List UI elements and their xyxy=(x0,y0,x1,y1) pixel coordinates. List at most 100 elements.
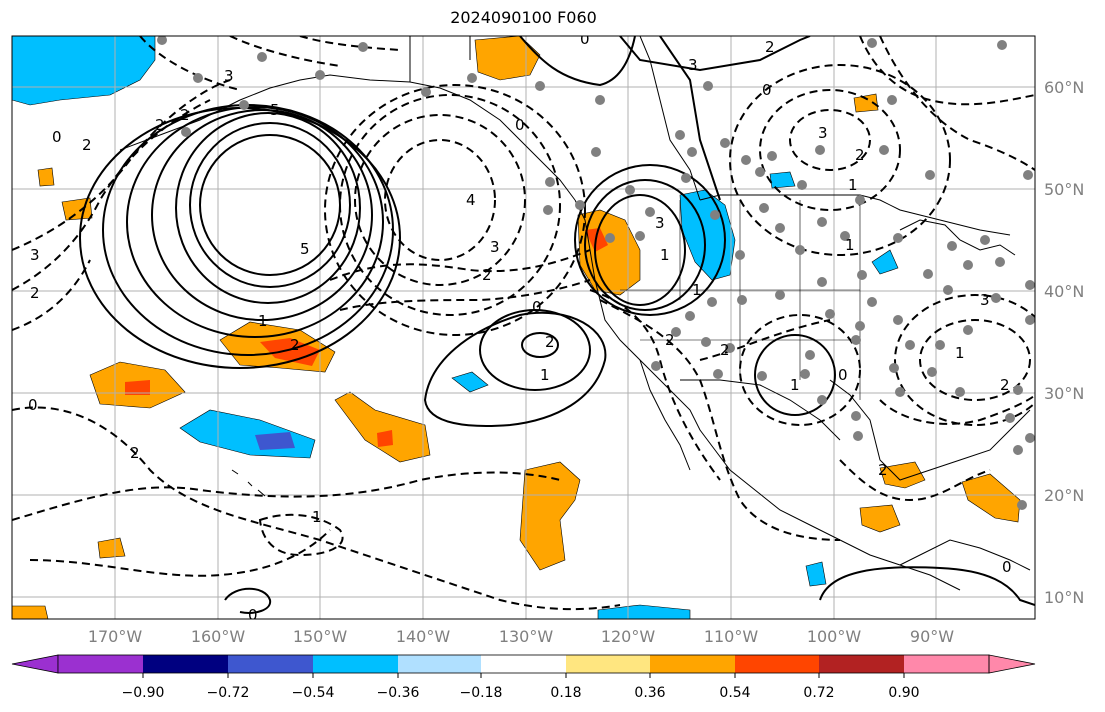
contour-label: 1 xyxy=(258,312,268,330)
contour-label: 1 xyxy=(692,281,702,299)
contour-west-pacific-3 xyxy=(12,259,91,331)
contour-north-dashed-3 xyxy=(299,36,401,51)
contour-label: 2 xyxy=(545,333,555,351)
contour-canada-east xyxy=(859,36,1035,106)
contour-label: 1 xyxy=(312,508,322,526)
orange-field-baja-west xyxy=(519,461,581,571)
state-lines xyxy=(620,200,861,400)
contour-label: 1 xyxy=(790,376,800,394)
contour-label: 2 xyxy=(130,444,140,462)
red-field-hawaii-north xyxy=(125,380,150,395)
colorbar-segment xyxy=(819,655,904,673)
station-markers xyxy=(157,36,1035,510)
contour-north-dashed-2 xyxy=(229,36,341,67)
contour-low-gulf xyxy=(384,139,496,261)
contour-label: 0 xyxy=(1002,558,1012,576)
contour-label: 4 xyxy=(466,191,476,209)
lon-tick-label: 140°W xyxy=(396,627,451,646)
contour-high-5 xyxy=(126,106,384,338)
contour-label: 5 xyxy=(270,101,280,119)
contour-high-2 xyxy=(189,122,351,288)
contour-west-pacific-5 xyxy=(12,471,561,521)
colorbar-segment xyxy=(313,655,398,673)
orange-field-canada xyxy=(853,93,879,113)
great-lakes xyxy=(899,219,1016,256)
contour-label: 2 xyxy=(855,146,865,164)
contour-south xyxy=(819,566,1035,606)
contour-label: 1 xyxy=(845,236,855,254)
contour-label: 2 xyxy=(482,266,492,284)
orange-field-gulf xyxy=(879,461,926,489)
colorbar-segment xyxy=(566,655,650,673)
contour-label: 3 xyxy=(655,214,665,232)
latitude-labels: 60°N 50°N 40°N 30°N 20°N 10°N xyxy=(1044,78,1084,607)
contour-central-1 xyxy=(258,513,344,557)
contour-west-1 xyxy=(594,194,686,306)
lon-tick-label: 100°W xyxy=(807,627,862,646)
baja-peninsula xyxy=(639,359,691,471)
contour-label: 2 xyxy=(720,341,730,359)
colorbar-segment xyxy=(228,655,313,673)
orange-field-caribbean xyxy=(961,473,1021,523)
us-mexico-border xyxy=(680,379,841,441)
contour-low-gulf-2 xyxy=(354,114,526,286)
contour-label: 2 xyxy=(765,38,775,56)
lon-tick-label: 120°W xyxy=(601,627,656,646)
contour-label: 3 xyxy=(224,67,234,85)
orange-field-aleutian-2 xyxy=(61,197,93,221)
contour-label: 1 xyxy=(955,344,965,362)
lat-tick-label: 30°N xyxy=(1044,384,1084,403)
contour-se-2 xyxy=(699,319,831,361)
contour-north-west xyxy=(519,36,636,87)
colorbar-tick-label: 0.54 xyxy=(719,685,750,701)
colorbar-segment xyxy=(143,655,228,673)
colorbar-segment xyxy=(58,655,143,673)
colorbar-tick-label: 0.72 xyxy=(803,685,834,701)
red-field-subtropical xyxy=(377,430,393,447)
map-title: 2024090100 F060 xyxy=(450,8,597,27)
contour-low-texas xyxy=(739,314,861,426)
colorbar-tick-label: 0.36 xyxy=(634,685,665,701)
contour-label: 1 xyxy=(540,366,550,384)
contour-label: 2 xyxy=(30,284,40,302)
contour-pacific-high-1 xyxy=(479,309,591,391)
map-frame xyxy=(11,35,1036,620)
orange-field-gulf-alaska xyxy=(474,36,541,81)
contour-high-3 xyxy=(175,112,361,304)
gulf-coast xyxy=(829,379,1031,481)
contour-label: 3 xyxy=(490,238,500,256)
contour-label: 2 xyxy=(82,136,92,154)
colorbar-segment xyxy=(904,655,989,673)
contour-north-dashed-1 xyxy=(139,36,241,91)
contour-west-pacific-4 xyxy=(12,406,621,611)
contour-label: 3 xyxy=(818,124,828,142)
colorbar-tick-label: −0.90 xyxy=(122,685,165,701)
contour-label: 2 xyxy=(290,336,300,354)
contour-label: 2 xyxy=(878,461,888,479)
contour-subtrop-1 xyxy=(329,249,591,281)
contour-label: 2 xyxy=(155,116,165,134)
colorbar-tick-label: 0.90 xyxy=(888,685,919,701)
contour-low-gulf-4 xyxy=(324,84,586,336)
lon-tick-label: 130°W xyxy=(499,627,554,646)
contour-label: 0 xyxy=(532,298,542,316)
contour-north-2 xyxy=(659,36,721,201)
contour-label: 3 xyxy=(30,246,40,264)
lat-tick-label: 20°N xyxy=(1044,486,1084,505)
contour-pacific-high-3 xyxy=(423,311,607,427)
contour-low-east-3 xyxy=(729,64,951,256)
lon-tick-label: 160°W xyxy=(191,627,246,646)
blue-field-pacific-east xyxy=(805,561,827,587)
blue-field-south xyxy=(597,604,691,619)
contour-west-pacific-6 xyxy=(29,529,331,577)
lon-tick-label: 90°W xyxy=(910,627,954,646)
lat-tick-label: 10°N xyxy=(1044,588,1084,607)
colorbar-tick-label: −0.36 xyxy=(377,685,420,701)
colorbar-segment xyxy=(481,655,566,673)
contour-labels: 0 2 2 2 3 5 5 4 3 2 3 2 0 0 1 2 1 1 0 2 … xyxy=(28,36,1012,619)
contour-label: 0 xyxy=(28,396,38,414)
contour-label: 0 xyxy=(838,366,848,384)
contour-low-east xyxy=(789,109,871,171)
contour-east-dashed xyxy=(879,36,1035,171)
orange-field-west-edge xyxy=(12,605,49,619)
